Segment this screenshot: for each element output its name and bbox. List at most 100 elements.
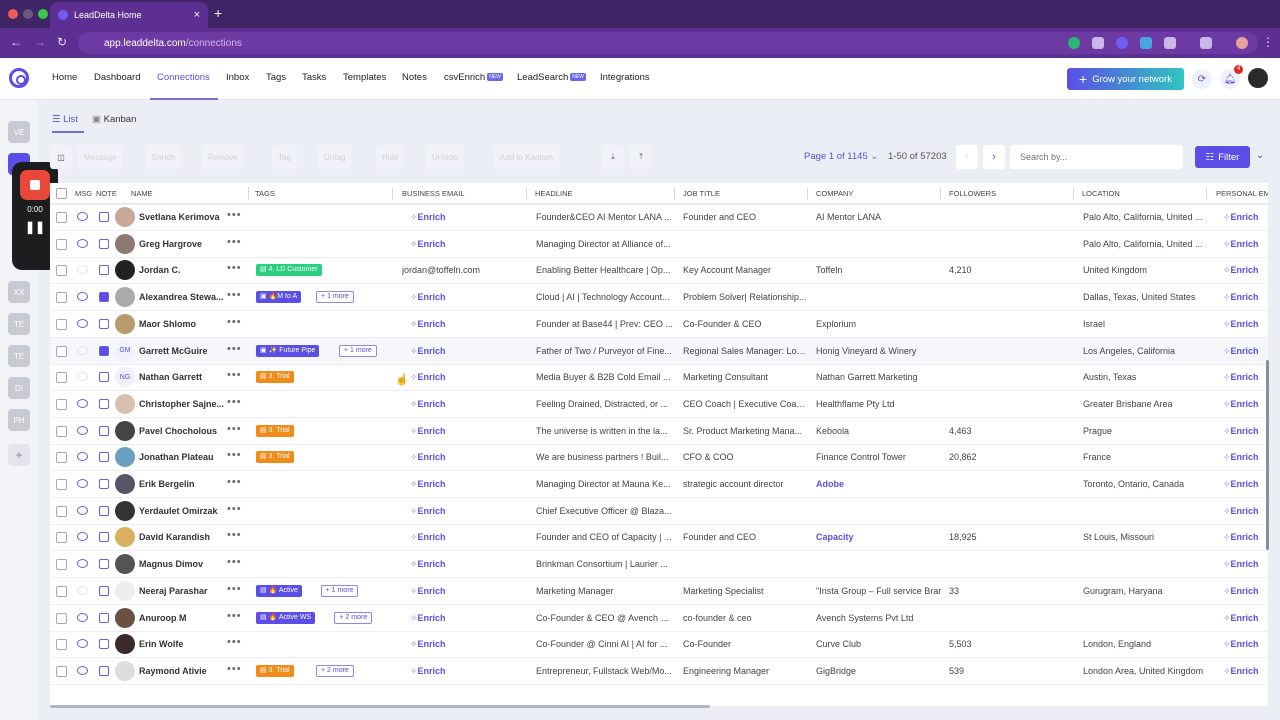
row-checkbox[interactable] — [56, 585, 67, 597]
note-icon[interactable] — [99, 452, 109, 463]
row-checkbox[interactable] — [56, 292, 67, 304]
message-icon[interactable] — [77, 292, 88, 302]
row-checkbox[interactable] — [56, 639, 67, 651]
extension-icon[interactable] — [1092, 37, 1104, 49]
row-checkbox[interactable] — [56, 318, 67, 330]
contact-name[interactable]: Jonathan Plateau — [139, 452, 214, 463]
avatar[interactable] — [115, 207, 135, 227]
enrich-business-email-button[interactable]: Enrich — [410, 426, 520, 437]
avatar[interactable] — [115, 447, 135, 468]
enrich-personal-email-button[interactable]: Enrich — [1223, 452, 1268, 463]
prev-page-button[interactable]: ‹ — [956, 145, 978, 169]
avatar[interactable] — [115, 554, 135, 575]
table-row[interactable]: Maor Shlomo ••• Enrich Founder at Base44 | … — [50, 311, 1268, 338]
enrich-business-email-button[interactable]: Enrich — [410, 506, 520, 517]
workspace-di[interactable]: DI — [8, 377, 30, 399]
message-icon[interactable] — [77, 665, 88, 675]
table-row[interactable]: Magnus Dimov ••• Enrich Brinkman Consortium… — [50, 551, 1268, 579]
row-actions-icon[interactable]: ••• — [227, 449, 242, 462]
row-actions-icon[interactable]: ••• — [227, 422, 242, 435]
new-tab-button[interactable]: + — [214, 5, 223, 21]
avatar[interactable] — [115, 393, 135, 414]
tag-badge[interactable]: ▤ 🔥 Active WS — [256, 611, 316, 624]
message-icon[interactable] — [77, 212, 88, 221]
row-checkbox[interactable] — [56, 372, 67, 384]
enrich-personal-email-button[interactable]: Enrich — [1223, 532, 1268, 543]
row-actions-icon[interactable]: ••• — [227, 235, 242, 248]
column-resizer[interactable] — [1073, 187, 1074, 200]
enrich-personal-email-button[interactable]: Enrich — [1223, 265, 1268, 276]
row-actions-icon[interactable]: ••• — [227, 342, 242, 355]
col-location[interactable]: LOCATION — [1082, 189, 1120, 198]
close-window-icon[interactable] — [8, 9, 18, 19]
enrich-business-email-button[interactable]: Enrich — [410, 319, 520, 330]
sidepanel-icon[interactable] — [1200, 37, 1212, 49]
note-icon[interactable] — [99, 292, 109, 303]
nav-home[interactable]: Home — [52, 72, 78, 83]
note-icon[interactable] — [99, 212, 109, 222]
table-row[interactable]: Erin Wolfe ••• Enrich Co-Founder @ Cinni AI… — [50, 631, 1268, 659]
table-row[interactable]: Jordan C. ••• ▤ 4. LD Customer jordan@toffe… — [50, 257, 1268, 285]
avatar[interactable] — [115, 500, 135, 521]
column-resizer[interactable] — [940, 187, 941, 200]
enrich-business-email-button[interactable]: Enrich — [410, 639, 520, 650]
message-icon[interactable] — [77, 238, 88, 248]
minimize-window-icon[interactable] — [23, 9, 33, 19]
tag-badge[interactable]: ▤ 3. Trial — [256, 451, 294, 464]
col-company[interactable]: COMPANY — [816, 189, 854, 198]
message-icon[interactable] — [77, 345, 88, 355]
company[interactable]: Adobe — [816, 479, 844, 489]
workspace-te[interactable]: TE — [8, 313, 30, 335]
nav-notes[interactable]: Notes — [402, 72, 427, 83]
nav-inbox[interactable]: Inbox — [226, 72, 250, 83]
contact-name[interactable]: Erin Wolfe — [139, 639, 184, 650]
unhide-button[interactable]: Unhide — [426, 145, 464, 169]
note-icon[interactable] — [99, 372, 109, 383]
enrich-button[interactable]: Enrich — [146, 145, 181, 169]
message-icon[interactable] — [77, 559, 88, 569]
enrich-business-email-button[interactable]: Enrich — [410, 613, 520, 624]
contact-name[interactable]: Nathan Garrett — [139, 372, 203, 383]
more-tags-button[interactable]: + 2 more — [316, 664, 354, 677]
tab-kanban[interactable]: ▣ Kanban — [92, 114, 136, 125]
grammarly-extension-icon[interactable] — [1068, 37, 1080, 49]
tag-badge[interactable]: ▣ 🔥M to A — [256, 291, 302, 304]
contact-name[interactable]: David Karandish — [139, 532, 211, 543]
row-actions-icon[interactable]: ••• — [227, 582, 242, 595]
row-checkbox[interactable] — [56, 612, 67, 624]
filter-dropdown-icon[interactable]: ⌄ — [1256, 150, 1265, 161]
avatar[interactable]: NG — [115, 367, 135, 388]
note-icon[interactable] — [99, 265, 109, 276]
contact-name[interactable]: Christopher Sajne... — [139, 398, 225, 409]
message-icon[interactable] — [77, 585, 88, 595]
nav-integrations[interactable]: Integrations — [600, 72, 650, 83]
close-tab-icon[interactable]: × — [193, 9, 200, 21]
message-icon[interactable] — [77, 639, 88, 649]
enrich-personal-email-button[interactable]: Enrich — [1223, 239, 1268, 250]
tag-badge[interactable]: ▤ 4. LD Customer — [256, 264, 322, 277]
table-row[interactable]: Jonathan Plateau ••• ▤ 3. Trial Enrich We ar… — [50, 444, 1268, 472]
enrich-business-email-button[interactable]: Enrich — [410, 212, 520, 223]
stop-recording-button[interactable] — [20, 170, 50, 200]
enrich-personal-email-button[interactable]: Enrich — [1223, 479, 1268, 490]
contact-name[interactable]: Greg Hargrove — [139, 238, 203, 249]
menu-kebab-icon[interactable]: ⋮ — [1262, 35, 1274, 49]
note-icon[interactable] — [99, 665, 109, 676]
message-icon[interactable] — [77, 318, 88, 328]
tag-badge[interactable]: ▤ 3. Trial — [256, 371, 294, 384]
search-input[interactable] — [1010, 145, 1183, 169]
row-actions-icon[interactable]: ••• — [227, 315, 242, 328]
row-actions-icon[interactable]: ••• — [227, 395, 242, 408]
avatar[interactable] — [115, 660, 135, 681]
avatar[interactable] — [115, 527, 135, 548]
col-personal-email[interactable]: PERSONAL EMAIL — [1216, 189, 1268, 198]
column-resizer[interactable] — [248, 187, 249, 200]
puzzle-extensions-icon[interactable] — [1164, 37, 1176, 49]
avatar[interactable] — [115, 260, 135, 281]
note-icon[interactable] — [99, 585, 109, 596]
enrich-personal-email-button[interactable]: Enrich — [1223, 426, 1268, 437]
table-row[interactable]: Greg Hargrove ••• Enrich Managing Director … — [50, 231, 1268, 258]
row-checkbox[interactable] — [56, 479, 67, 490]
message-icon[interactable] — [77, 265, 88, 275]
row-checkbox[interactable] — [56, 238, 67, 250]
